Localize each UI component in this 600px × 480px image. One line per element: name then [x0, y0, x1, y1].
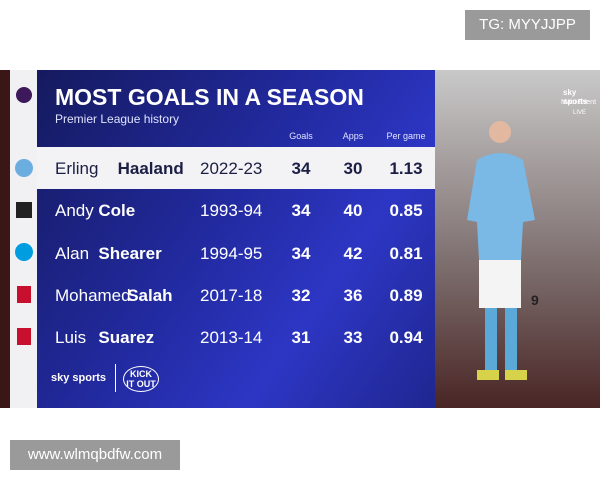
per-game: 0.85	[389, 201, 423, 221]
first-name: Luis	[55, 328, 87, 348]
channel-logo: sky sports	[563, 88, 588, 106]
leg	[485, 308, 497, 370]
column-header: Per game	[386, 131, 426, 141]
channel-sub: Main Event	[561, 99, 597, 106]
season: 2013-14	[200, 328, 263, 348]
goals: 31	[291, 328, 311, 348]
last-name: Suarez	[98, 328, 155, 348]
first-name: Alan	[55, 243, 90, 263]
table-row: Erling Haaland 2022-23 34 30 1.13	[37, 147, 435, 189]
watermark: TG: MYYJJPP	[465, 10, 590, 40]
last-name: Salah	[127, 285, 173, 305]
season: 1993-94	[200, 201, 263, 221]
season: 2017-18	[200, 285, 263, 305]
live-badge: LIVE	[573, 110, 587, 116]
club-badge	[15, 243, 33, 261]
shirt	[467, 153, 535, 260]
watermark: www.wlmqbdfw.com	[10, 440, 180, 470]
table-row: Mohamed Salah 2017-18 32 36 0.89	[37, 274, 435, 316]
divider	[115, 364, 116, 392]
shirt-number: 9	[531, 292, 539, 308]
goals: 34	[291, 201, 311, 221]
graphic: MOST GOALS IN A SEASON Premier League hi…	[0, 70, 600, 408]
per-game: 0.81	[389, 243, 423, 263]
goals: 34	[291, 159, 311, 178]
last-name: Cole	[98, 201, 136, 221]
first-name: Andy	[55, 201, 94, 221]
goals: 34	[291, 243, 311, 263]
shorts	[479, 260, 521, 308]
table-panel: MOST GOALS IN A SEASON Premier League hi…	[37, 70, 435, 408]
club-badge	[17, 286, 31, 303]
apps: 30	[343, 159, 363, 178]
last-name: Haaland	[117, 159, 184, 178]
per-game: 0.94	[389, 328, 423, 348]
first-name: Mohamed	[55, 285, 131, 305]
table-row: Luis Suarez 2013-14 31 33 0.94	[37, 316, 435, 358]
per-game: 1.13	[389, 159, 423, 178]
season: 1994-95	[200, 243, 263, 263]
column-header: Apps	[342, 131, 364, 141]
player-photo: 9 sky sports Main Event LIVE	[435, 70, 600, 408]
first-name: Erling	[55, 159, 99, 178]
apps: 40	[343, 201, 363, 221]
club-badges	[10, 70, 37, 408]
apps: 33	[343, 328, 363, 348]
goals: 32	[291, 285, 311, 305]
table-row: Andy Cole 1993-94 34 40 0.85	[37, 189, 435, 231]
boot	[505, 370, 527, 380]
subtitle: Premier League history	[55, 112, 180, 126]
column-header: Goals	[289, 131, 313, 141]
title: MOST GOALS IN A SEASON	[55, 84, 364, 110]
apps: 42	[343, 243, 363, 263]
campaign-logo: KICK IT OUT	[123, 366, 159, 392]
club-badge	[16, 202, 32, 218]
player-figure	[467, 121, 535, 380]
season: 2022-23	[200, 159, 263, 178]
apps: 36	[343, 285, 363, 305]
club-badge	[17, 328, 31, 345]
brand-logo: sky sports	[51, 372, 107, 384]
table-row: Alan Shearer 1994-95 34 42 0.81	[37, 232, 435, 274]
leg	[505, 308, 517, 370]
per-game: 0.89	[389, 285, 423, 305]
badge-icons	[15, 87, 33, 345]
club-badge	[15, 159, 33, 177]
league-badge	[16, 87, 32, 103]
boot	[477, 370, 499, 380]
last-name: Shearer	[98, 243, 162, 263]
head	[489, 121, 511, 143]
